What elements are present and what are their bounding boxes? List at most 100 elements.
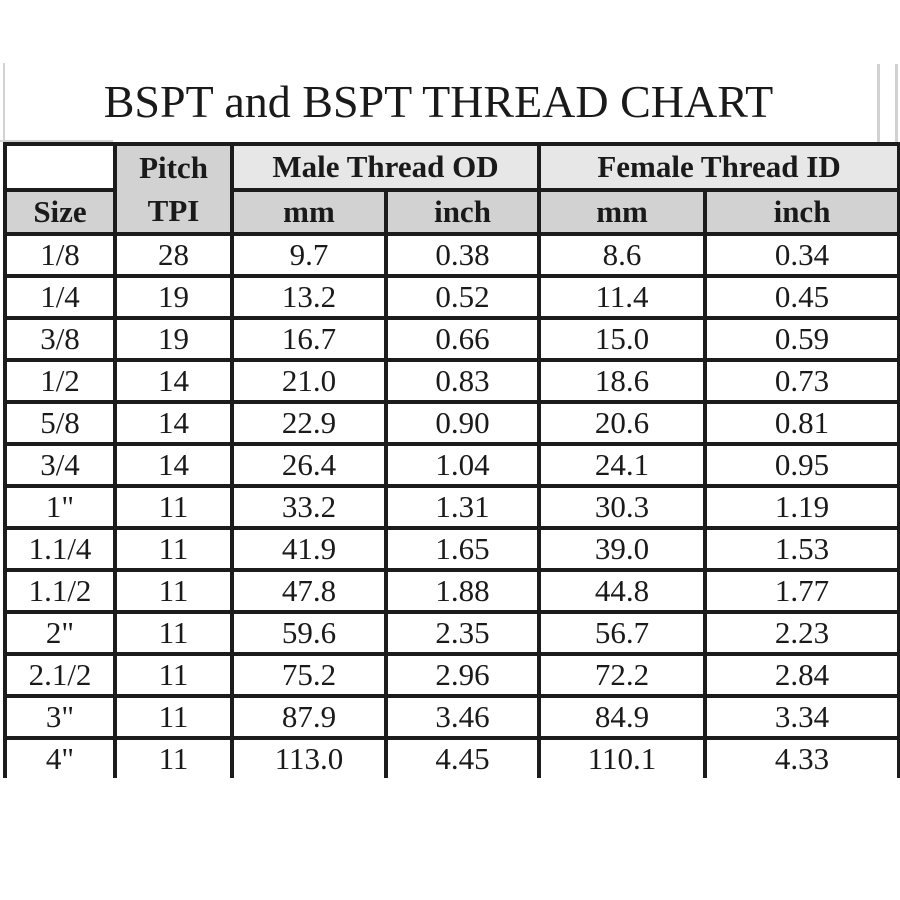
table-row: 5/8 14 22.9 0.90 20.6 0.81 — [3, 400, 900, 446]
corner-blank-cell — [3, 142, 117, 192]
cell-female_inch: 0.73 — [703, 358, 900, 404]
cell-tpi: 11 — [113, 568, 234, 614]
table-row: 1.1/2 11 47.8 1.88 44.8 1.77 — [3, 568, 900, 614]
cell-tpi: 19 — [113, 316, 234, 362]
cell-size: 2" — [3, 610, 117, 656]
cell-size: 5/8 — [3, 400, 117, 446]
table-row: 1.1/4 11 41.9 1.65 39.0 1.53 — [3, 526, 900, 572]
crop-line-right-vertical-1 — [877, 64, 880, 142]
cell-male_inch: 4.45 — [383, 736, 542, 778]
cell-tpi: 11 — [113, 526, 234, 572]
cell-tpi: 14 — [113, 442, 234, 488]
cell-female_mm: 15.0 — [537, 316, 708, 362]
header-pitch-line2: TPI — [147, 193, 200, 228]
cell-female_inch: 1.19 — [703, 484, 900, 530]
cell-size: 1/4 — [3, 274, 117, 320]
cell-female_inch: 0.81 — [703, 400, 900, 446]
cell-tpi: 11 — [113, 484, 234, 530]
cell-male_inch: 0.52 — [383, 274, 542, 320]
cell-male_mm: 59.6 — [230, 610, 388, 656]
crop-line-right-vertical-2 — [895, 64, 898, 142]
header-female-inch: inch — [703, 188, 900, 236]
crop-line-left-vertical — [3, 63, 5, 188]
header-pitch-tpi: Pitch TPI — [113, 142, 234, 236]
table-row: 3/4 14 26.4 1.04 24.1 0.95 — [3, 442, 900, 488]
cell-male_inch: 1.31 — [383, 484, 542, 530]
cell-male_inch: 0.90 — [383, 400, 542, 446]
cell-female_inch: 2.84 — [703, 652, 900, 698]
header-male-mm: mm — [230, 188, 388, 236]
cell-male_mm: 21.0 — [230, 358, 388, 404]
cell-size: 4" — [3, 736, 117, 778]
table-row: 3/8 19 16.7 0.66 15.0 0.59 — [3, 316, 900, 362]
cell-female_mm: 18.6 — [537, 358, 708, 404]
cell-male_inch: 2.35 — [383, 610, 542, 656]
header-row-groups: Pitch TPI Male Thread OD Female Thread I… — [3, 142, 900, 236]
cell-female_inch: 1.53 — [703, 526, 900, 572]
cell-male_inch: 0.66 — [383, 316, 542, 362]
cell-female_mm: 39.0 — [537, 526, 708, 572]
cell-tpi: 19 — [113, 274, 234, 320]
cell-female_inch: 0.59 — [703, 316, 900, 362]
cell-male_mm: 22.9 — [230, 400, 388, 446]
cell-female_mm: 72.2 — [537, 652, 708, 698]
header-female-mm: mm — [537, 188, 708, 236]
cell-male_mm: 87.9 — [230, 694, 388, 740]
table-row: 4" 11 113.0 4.45 110.1 4.33 — [3, 736, 900, 778]
cell-size: 3/8 — [3, 316, 117, 362]
header-row-units: Size mm inch mm inch — [3, 188, 900, 236]
cell-male_inch: 1.88 — [383, 568, 542, 614]
cell-male_mm: 26.4 — [230, 442, 388, 488]
cell-female_mm: 84.9 — [537, 694, 708, 740]
cell-female_inch: 0.34 — [703, 232, 900, 278]
header-pitch-line1: Pitch — [139, 150, 208, 185]
cell-male_inch: 0.83 — [383, 358, 542, 404]
cell-tpi: 11 — [113, 694, 234, 740]
cell-male_mm: 75.2 — [230, 652, 388, 698]
cell-male_inch: 1.65 — [383, 526, 542, 572]
cell-female_inch: 4.33 — [703, 736, 900, 778]
table-row: 1/8 28 9.7 0.38 8.6 0.34 — [3, 232, 900, 278]
cell-female_mm: 8.6 — [537, 232, 708, 278]
cell-female_mm: 30.3 — [537, 484, 708, 530]
cell-female_mm: 24.1 — [537, 442, 708, 488]
cell-tpi: 11 — [113, 652, 234, 698]
header-male-thread-od: Male Thread OD — [229, 142, 542, 192]
cell-male_mm: 9.7 — [230, 232, 388, 278]
cell-size: 1/8 — [3, 232, 117, 278]
header-size: Size — [3, 188, 117, 236]
cell-female_mm: 44.8 — [537, 568, 708, 614]
cell-female_inch: 3.34 — [703, 694, 900, 740]
cell-female_mm: 110.1 — [537, 736, 708, 778]
table-row: 1" 11 33.2 1.31 30.3 1.19 — [3, 484, 900, 530]
cell-tpi: 11 — [113, 736, 234, 778]
header-female-thread-id: Female Thread ID — [537, 142, 900, 192]
cell-female_inch: 0.45 — [703, 274, 900, 320]
cell-male_mm: 13.2 — [230, 274, 388, 320]
crop-line-left-horizontal — [0, 140, 113, 142]
table-row: 3" 11 87.9 3.46 84.9 3.34 — [3, 694, 900, 740]
table-row: 1/2 14 21.0 0.83 18.6 0.73 — [3, 358, 900, 404]
table-row: 1/4 19 13.2 0.52 11.4 0.45 — [3, 274, 900, 320]
cell-size: 1.1/4 — [3, 526, 117, 572]
cell-male_mm: 33.2 — [230, 484, 388, 530]
cell-female_inch: 0.95 — [703, 442, 900, 488]
cell-male_inch: 3.46 — [383, 694, 542, 740]
table-row: 2.1/2 11 75.2 2.96 72.2 2.84 — [3, 652, 900, 698]
cell-male_inch: 1.04 — [383, 442, 542, 488]
cell-male_mm: 113.0 — [230, 736, 388, 778]
cell-tpi: 11 — [113, 610, 234, 656]
cell-male_mm: 41.9 — [230, 526, 388, 572]
cell-size: 3/4 — [3, 442, 117, 488]
chart-title: BSPT and BSPT THREAD CHART — [103, 76, 774, 127]
cell-male_inch: 0.38 — [383, 232, 542, 278]
cell-female_mm: 11.4 — [537, 274, 708, 320]
table-row: 2" 11 59.6 2.35 56.7 2.23 — [3, 610, 900, 656]
cell-female_inch: 2.23 — [703, 610, 900, 656]
cell-female_mm: 20.6 — [537, 400, 708, 446]
cell-size: 1" — [3, 484, 117, 530]
thread-chart-table: Pitch TPI Male Thread OD Female Thread I… — [3, 142, 900, 778]
cell-size: 1/2 — [3, 358, 117, 404]
table-body: 1/8 28 9.7 0.38 8.6 0.34 1/4 19 13.2 0.52 11.4 0.45… — [3, 232, 900, 778]
